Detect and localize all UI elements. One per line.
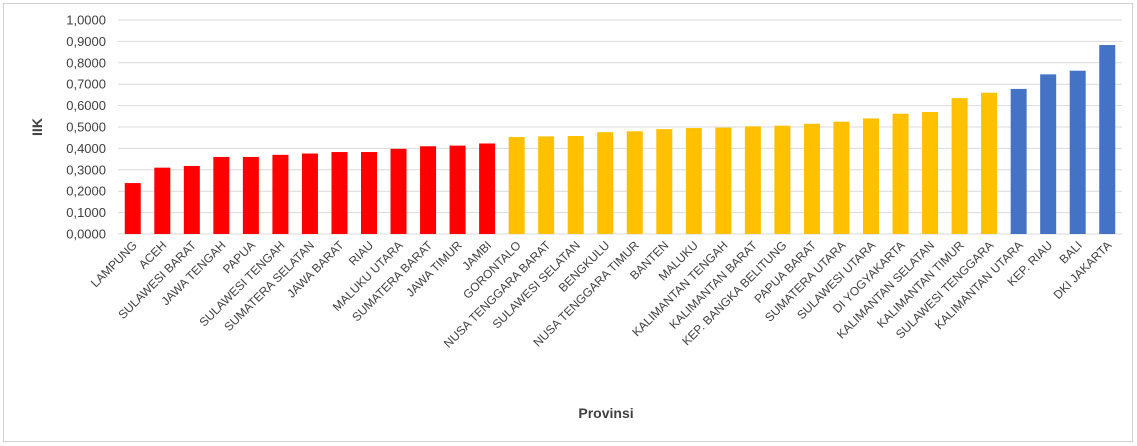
bar: [508, 137, 525, 234]
y-axis-ticks: 0,0000 0,1000 0,2000 0,3000 0,4000 0,5000 0,60…: [66, 13, 106, 242]
bar: [833, 121, 850, 234]
y-tick-label: 0,7000: [66, 77, 106, 92]
bar: [922, 112, 939, 234]
bar: [715, 127, 732, 234]
gridlines: [118, 19, 1122, 235]
bar: [154, 167, 171, 234]
bar: [301, 153, 318, 234]
y-tick-label: 0,6000: [66, 98, 106, 113]
bar: [981, 92, 998, 234]
bar: [656, 129, 673, 234]
bar: [567, 135, 584, 234]
y-tick-label: 0,0000: [66, 227, 106, 242]
chart-frame: 0,0000 0,1000 0,2000 0,3000 0,4000 0,5000 0,60…: [3, 3, 1133, 442]
bar: [685, 128, 702, 234]
bars: [124, 45, 1116, 235]
bar: [242, 156, 259, 234]
bar: [744, 126, 761, 234]
bar: [183, 165, 200, 234]
bar: [538, 136, 555, 234]
y-tick-label: 0,3000: [66, 162, 106, 177]
bar: [479, 143, 496, 234]
y-axis-title: IIK: [29, 118, 45, 136]
bar: [892, 113, 909, 234]
x-tick-label: LAMPUNG: [88, 238, 140, 290]
y-tick-label: 0,2000: [66, 184, 106, 199]
bar: [774, 125, 791, 234]
bar: [1010, 88, 1027, 235]
y-tick-label: 1,0000: [66, 13, 106, 28]
y-tick-label: 0,4000: [66, 141, 106, 156]
y-tick-label: 0,1000: [66, 205, 106, 220]
bar: [1099, 45, 1116, 235]
x-axis-title: Provinsi: [578, 405, 633, 421]
bar: [803, 123, 820, 234]
bar: [1069, 70, 1086, 234]
bar: [390, 148, 407, 234]
bar: [626, 131, 643, 234]
y-tick-label: 0,8000: [66, 55, 106, 70]
bar: [449, 145, 466, 234]
bar: [331, 152, 348, 234]
bar: [420, 146, 437, 234]
bar: [1040, 74, 1057, 234]
bar: [951, 98, 968, 234]
bar-chart: 0,0000 0,1000 0,2000 0,3000 0,4000 0,5000 0,60…: [29, 13, 1122, 421]
y-tick-label: 0,5000: [66, 120, 106, 135]
bar: [272, 154, 289, 234]
bar: [213, 156, 230, 234]
bar: [361, 152, 377, 234]
bar: [597, 132, 614, 234]
bar: [863, 118, 879, 234]
bar: [124, 183, 141, 234]
y-tick-label: 0,9000: [66, 34, 106, 49]
